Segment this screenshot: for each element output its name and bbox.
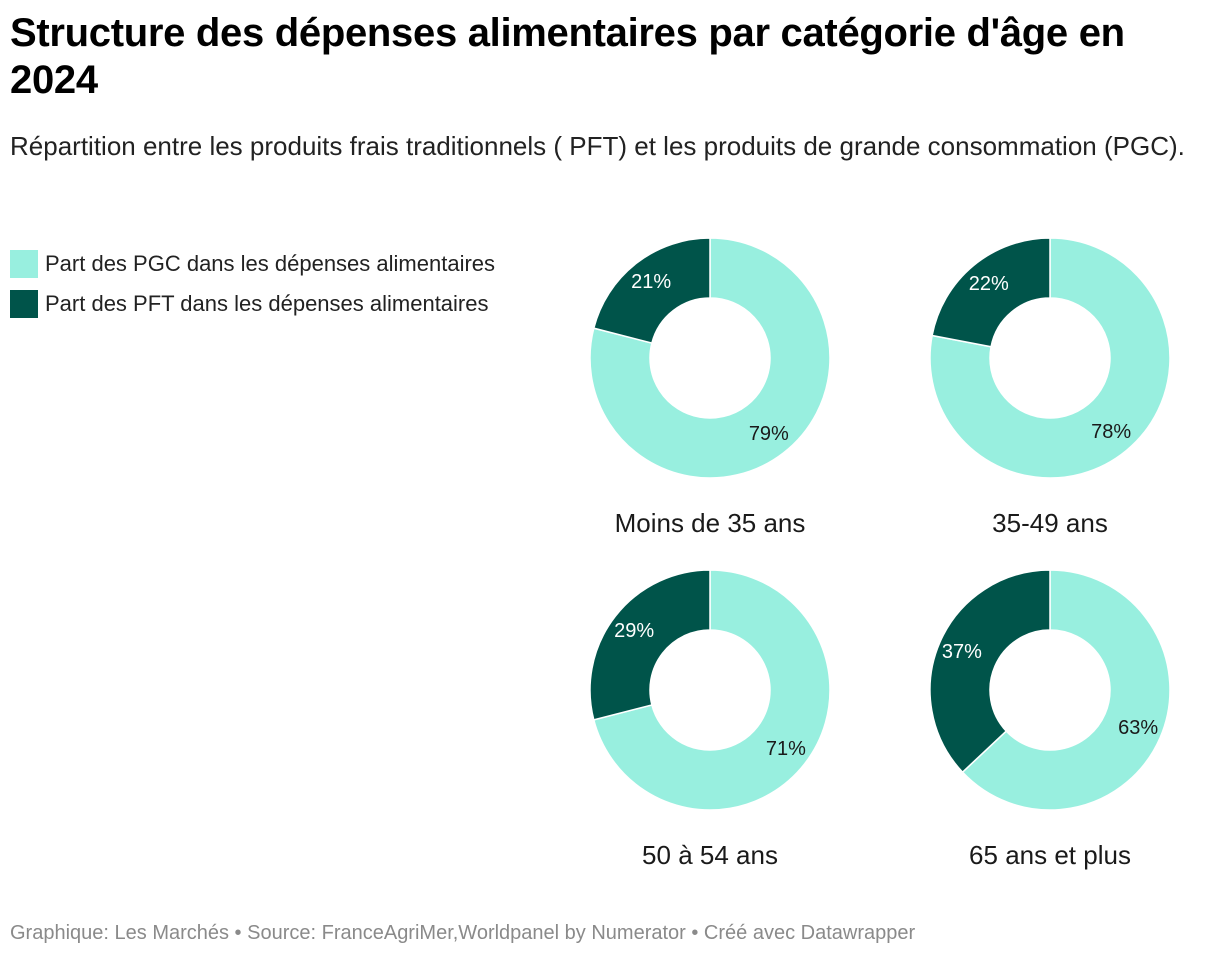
donut-title-1: Moins de 35 ans <box>615 508 806 538</box>
slice-pft-3 <box>589 569 711 721</box>
legend-label-pft: Part des PFT dans les dépenses alimentai… <box>45 291 489 316</box>
chart-subtitle: Répartition entre les produits frais tra… <box>10 131 1185 161</box>
slice-label-pft-1: 21% <box>631 271 671 293</box>
slice-pft-4 <box>929 569 1051 774</box>
slice-label-pft-2: 22% <box>969 273 1009 295</box>
slice-label-pgc-2: 78% <box>1091 421 1131 443</box>
legend-item-pgc: Part des PGC dans les dépenses alimentai… <box>10 248 495 280</box>
donut-3: 71% 29% 50 à 54 ans <box>589 569 831 870</box>
slice-pgc-1 <box>589 237 831 479</box>
legend-label-pgc: Part des PGC dans les dépenses alimentai… <box>45 251 496 276</box>
legend-item-pft: Part des PFT dans les dépenses alimentai… <box>10 288 495 320</box>
chart-footer: Graphique: Les Marchés • Source: FranceA… <box>10 922 916 944</box>
legend-swatch-pft <box>10 290 38 318</box>
slice-pgc-3 <box>592 569 831 811</box>
donut-charts: 79% 21% Moins de 35 ans 78% 22% 35-49 ans 71% 2… <box>589 237 1171 870</box>
slice-pgc-2 <box>929 237 1171 479</box>
donut-title-2: 35-49 ans <box>992 508 1108 538</box>
slice-label-pft-4: 37% <box>942 641 982 663</box>
slice-label-pgc-4: 63% <box>1118 717 1158 739</box>
slice-label-pgc-1: 79% <box>749 423 789 445</box>
donut-title-3: 50 à 54 ans <box>642 840 778 870</box>
slice-pft-2 <box>931 237 1051 348</box>
donut-4: 63% 37% 65 ans et plus <box>929 569 1171 870</box>
donut-2: 78% 22% 35-49 ans <box>929 237 1171 538</box>
legend: Part des PGC dans les dépenses alimentai… <box>10 248 495 328</box>
slice-pgc-4 <box>961 569 1171 811</box>
legend-swatch-pgc <box>10 250 38 278</box>
slice-label-pft-3: 29% <box>614 620 654 642</box>
donut-title-4: 65 ans et plus <box>969 840 1131 870</box>
slice-label-pgc-3: 71% <box>766 738 806 760</box>
chart-title: Structure des dépenses alimentaires par … <box>10 11 1125 102</box>
slice-pft-1 <box>592 237 711 344</box>
donut-1: 79% 21% Moins de 35 ans <box>589 237 831 538</box>
